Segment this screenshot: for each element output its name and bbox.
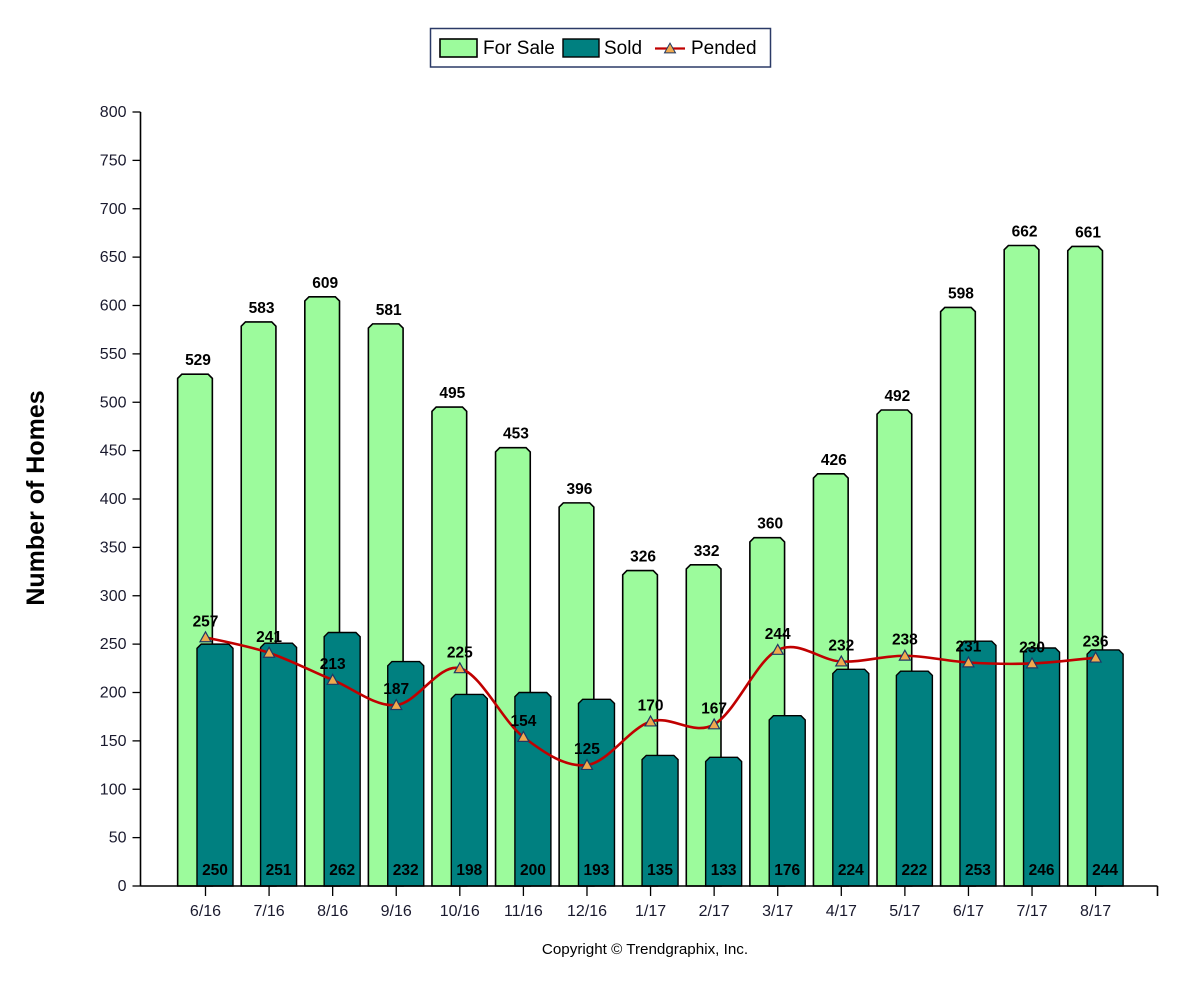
svg-text:581: 581 bbox=[376, 302, 402, 319]
svg-text:250: 250 bbox=[100, 636, 127, 653]
svg-text:7/16: 7/16 bbox=[254, 903, 285, 920]
svg-text:661: 661 bbox=[1075, 224, 1101, 241]
svg-text:5/17: 5/17 bbox=[889, 903, 920, 920]
svg-text:253: 253 bbox=[965, 862, 991, 879]
svg-text:3/17: 3/17 bbox=[762, 903, 793, 920]
svg-text:7/17: 7/17 bbox=[1016, 903, 1047, 920]
svg-text:236: 236 bbox=[1083, 634, 1109, 651]
svg-text:170: 170 bbox=[638, 698, 664, 715]
svg-text:232: 232 bbox=[828, 638, 854, 655]
svg-text:550: 550 bbox=[100, 346, 127, 363]
svg-text:453: 453 bbox=[503, 426, 529, 443]
svg-text:0: 0 bbox=[118, 878, 127, 895]
svg-text:500: 500 bbox=[100, 394, 127, 411]
svg-text:8/16: 8/16 bbox=[317, 903, 348, 920]
svg-text:50: 50 bbox=[109, 830, 127, 847]
svg-text:300: 300 bbox=[100, 588, 127, 605]
svg-text:12/16: 12/16 bbox=[567, 903, 607, 920]
svg-text:400: 400 bbox=[100, 491, 127, 508]
svg-text:583: 583 bbox=[249, 300, 275, 317]
svg-text:10/16: 10/16 bbox=[440, 903, 480, 920]
svg-text:609: 609 bbox=[312, 275, 338, 292]
svg-text:150: 150 bbox=[100, 733, 127, 750]
svg-text:244: 244 bbox=[1092, 862, 1118, 879]
svg-text:For Sale: For Sale bbox=[483, 38, 555, 59]
svg-text:1/17: 1/17 bbox=[635, 903, 666, 920]
svg-text:238: 238 bbox=[892, 632, 918, 649]
svg-text:598: 598 bbox=[948, 285, 974, 302]
svg-text:9/16: 9/16 bbox=[381, 903, 412, 920]
svg-text:176: 176 bbox=[774, 862, 800, 879]
svg-text:Number of Homes: Number of Homes bbox=[22, 390, 50, 605]
svg-text:241: 241 bbox=[256, 629, 282, 646]
svg-text:750: 750 bbox=[100, 152, 127, 169]
svg-text:529: 529 bbox=[185, 352, 211, 369]
svg-text:326: 326 bbox=[630, 549, 656, 566]
svg-text:133: 133 bbox=[711, 862, 737, 879]
svg-text:246: 246 bbox=[1029, 862, 1055, 879]
svg-text:257: 257 bbox=[193, 613, 219, 630]
svg-text:167: 167 bbox=[701, 700, 727, 717]
svg-text:700: 700 bbox=[100, 201, 127, 218]
svg-text:187: 187 bbox=[383, 681, 409, 698]
svg-text:154: 154 bbox=[510, 713, 536, 730]
svg-text:213: 213 bbox=[320, 656, 346, 673]
svg-text:200: 200 bbox=[520, 862, 546, 879]
svg-text:360: 360 bbox=[757, 516, 783, 533]
svg-text:232: 232 bbox=[393, 862, 419, 879]
svg-text:244: 244 bbox=[765, 626, 791, 643]
svg-text:450: 450 bbox=[100, 443, 127, 460]
svg-text:231: 231 bbox=[956, 639, 982, 656]
svg-text:600: 600 bbox=[100, 298, 127, 315]
svg-text:8/17: 8/17 bbox=[1080, 903, 1111, 920]
svg-text:250: 250 bbox=[202, 862, 228, 879]
svg-text:6/16: 6/16 bbox=[190, 903, 221, 920]
svg-text:224: 224 bbox=[838, 862, 864, 879]
svg-text:800: 800 bbox=[100, 104, 127, 121]
svg-text:225: 225 bbox=[447, 644, 473, 661]
svg-text:251: 251 bbox=[266, 862, 292, 879]
svg-text:193: 193 bbox=[584, 862, 610, 879]
svg-text:495: 495 bbox=[439, 385, 465, 402]
svg-text:4/17: 4/17 bbox=[826, 903, 857, 920]
svg-text:135: 135 bbox=[647, 862, 673, 879]
svg-text:350: 350 bbox=[100, 539, 127, 556]
svg-text:2/17: 2/17 bbox=[699, 903, 730, 920]
svg-text:100: 100 bbox=[100, 781, 127, 798]
svg-text:200: 200 bbox=[100, 685, 127, 702]
svg-text:198: 198 bbox=[456, 862, 482, 879]
svg-text:125: 125 bbox=[574, 741, 600, 758]
svg-text:492: 492 bbox=[884, 388, 910, 405]
svg-text:11/16: 11/16 bbox=[504, 903, 543, 920]
svg-text:6/17: 6/17 bbox=[953, 903, 984, 920]
svg-text:332: 332 bbox=[694, 543, 720, 560]
svg-text:230: 230 bbox=[1019, 639, 1045, 656]
svg-text:222: 222 bbox=[901, 862, 927, 879]
svg-text:Pended: Pended bbox=[691, 38, 757, 59]
svg-text:396: 396 bbox=[567, 481, 593, 498]
svg-text:650: 650 bbox=[100, 249, 127, 266]
svg-text:Sold: Sold bbox=[604, 38, 642, 59]
svg-text:426: 426 bbox=[821, 452, 847, 469]
svg-text:262: 262 bbox=[329, 862, 355, 879]
svg-text:662: 662 bbox=[1012, 224, 1038, 241]
svg-text:Copyright © Trendgraphix, Inc.: Copyright © Trendgraphix, Inc. bbox=[542, 941, 748, 958]
